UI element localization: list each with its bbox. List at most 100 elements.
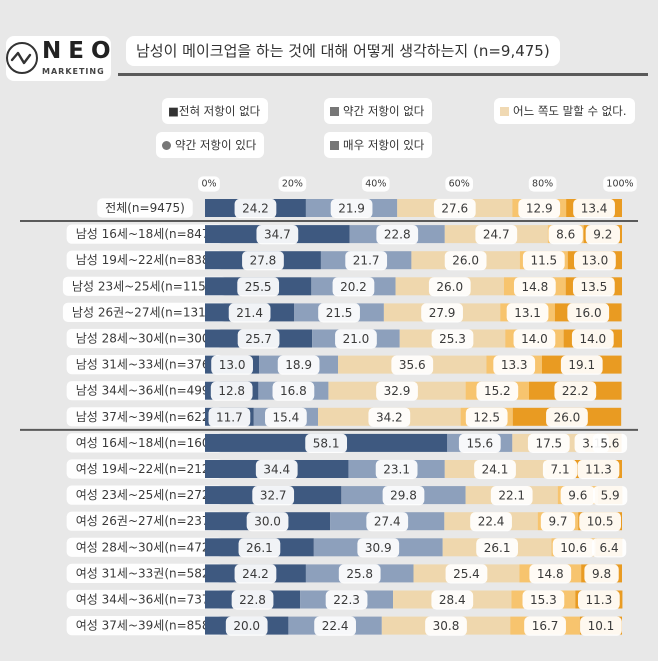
data-label-box [338, 564, 381, 584]
legend-swatch-icon [162, 141, 171, 150]
logo: NEO MARKETING [6, 36, 111, 81]
data-label-box [470, 512, 512, 532]
data-label-text: 30.8 [433, 619, 460, 633]
data-label: 13.0 [211, 355, 253, 375]
data-label-box [560, 486, 595, 506]
category-label-text: 여성 23세~25세(n=272) [76, 488, 215, 502]
data-label-box [572, 277, 615, 297]
data-label: 22.2 [554, 381, 597, 401]
data-label-text: 24.7 [483, 228, 510, 242]
data-label: 24.7 [475, 225, 518, 245]
data-label-text: 29.8 [390, 489, 417, 503]
data-label-box [458, 433, 501, 453]
data-label-text: 13.4 [581, 202, 608, 216]
data-label-text: 9.6 [568, 489, 587, 503]
data-label-box [376, 381, 418, 401]
category-label-box [66, 355, 224, 375]
data-label-box [314, 616, 356, 636]
data-label-box [345, 251, 388, 271]
data-label: 13.3 [493, 355, 536, 375]
data-label-text: 21.5 [326, 306, 353, 320]
x-tick-label-text: 0% [201, 179, 216, 190]
x-tick-label-text: 60% [449, 179, 470, 190]
data-label-box [522, 251, 565, 271]
data-label: 16.7 [524, 616, 566, 636]
bar-row: 여성 31세~33권(n=582) 24.2 25.8 25.4 14.8 9.8 [66, 563, 622, 584]
data-label-box [522, 590, 565, 610]
x-tick-label: 40% [361, 176, 390, 192]
data-label: 9.7 [540, 512, 576, 532]
data-label-text: 12.9 [526, 202, 553, 216]
bar-row: 여성 16세~18세(n=160) 58.1 15.6 17.5 3.1 5.6 [66, 433, 628, 453]
data-label-box [255, 459, 298, 480]
category-label: 남성 37세~39세(n=622) [66, 407, 224, 427]
data-label-text: 14.8 [521, 280, 548, 294]
data-label-text: 9.2 [593, 228, 612, 242]
category-label-text: 남성 19세~22세(n=838) [76, 253, 215, 267]
data-label-text: 22.1 [498, 489, 525, 503]
data-label: 30.9 [357, 538, 400, 558]
data-label: 22.8 [231, 590, 274, 610]
data-label-box [445, 564, 488, 584]
data-label-text: 21.0 [343, 332, 370, 346]
data-label: 9.8 [584, 564, 619, 584]
legend-item-slight-resistance: 약간 저항이 있다 [156, 132, 265, 158]
data-label-text: 15.3 [530, 593, 557, 607]
data-label-box [591, 538, 627, 558]
data-label: 26.0 [546, 407, 588, 427]
data-label-text: 26.1 [484, 541, 511, 555]
data-label-box [518, 198, 561, 219]
data-label-text: 30.0 [254, 515, 281, 529]
data-label-box [431, 329, 474, 349]
data-label-text: 34.7 [264, 228, 291, 242]
data-label-box [476, 381, 519, 401]
data-label-text: 32.7 [260, 489, 287, 503]
data-label: 7.1 [542, 459, 578, 480]
data-label-box [513, 329, 556, 349]
data-label: 22.4 [314, 616, 356, 636]
data-label: 30.0 [246, 512, 289, 532]
data-label-box [225, 616, 268, 636]
data-label-box [272, 381, 315, 401]
legend-label: 어느 쪽도 말할 수 없다. [513, 104, 627, 118]
data-label: 22.1 [490, 486, 533, 506]
data-label-box [375, 459, 418, 480]
data-label-text: 13.0 [582, 254, 609, 268]
data-label: 10.5 [579, 512, 621, 532]
data-label-text: 10.5 [587, 515, 614, 529]
data-label-text: 26.0 [436, 280, 463, 294]
data-label: 15.4 [265, 407, 307, 427]
data-label-box [376, 225, 419, 245]
data-label-box [265, 407, 307, 427]
data-label-text: 7.1 [551, 463, 570, 477]
data-label-text: 14.8 [537, 567, 564, 581]
x-tick-label: 20% [278, 176, 307, 192]
data-label: 14.8 [513, 277, 556, 297]
x-tick-label-text: 40% [365, 179, 386, 190]
data-label-text: 9.7 [548, 515, 567, 529]
category-label-box [62, 302, 228, 322]
data-label-box [421, 303, 463, 323]
data-label-box [425, 616, 467, 636]
data-label-text: 5.6 [600, 436, 619, 450]
x-tick-label-box [278, 176, 307, 192]
data-label-text: 22.3 [333, 593, 360, 607]
data-label: 26.1 [476, 538, 518, 558]
data-label-text: 16.8 [280, 384, 307, 398]
category-label-text: 여성 31세~33권(n=582) [76, 566, 215, 580]
data-label-box [428, 277, 471, 297]
data-label-text: 12.8 [218, 384, 245, 398]
data-label-text: 25.3 [439, 332, 466, 346]
data-label-box [574, 251, 616, 271]
data-label-text: 27.4 [374, 515, 401, 529]
data-label: 23.1 [375, 459, 418, 480]
category-label-text: 남성 16세~18세(n=847) [76, 227, 215, 241]
bar-row: 여성 19세~22세(n=212) 34.4 23.1 24.1 7.1 11.3 [66, 459, 622, 480]
x-tick-label-box [528, 176, 557, 192]
chart-title: 남성이 메이크업을 하는 것에 대해 어떻게 생각하는지 (n=9,475) [126, 36, 560, 66]
bar-row: 남성 23세~25세(n=1152) 25.5 20.2 26.0 14.8 13.5 [62, 276, 622, 297]
category-label: 여성 34세~36세(n=737) [66, 589, 224, 610]
x-tick-label: 60% [445, 176, 474, 192]
data-label: 16.0 [567, 303, 610, 323]
data-label: 17.5 [527, 433, 570, 453]
